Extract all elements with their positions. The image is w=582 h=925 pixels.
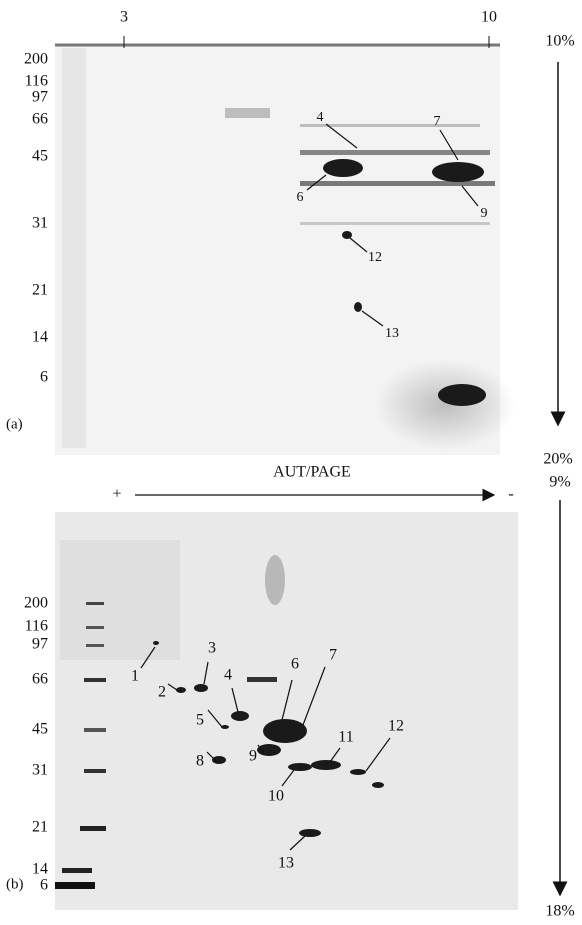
spot-label: 7	[329, 647, 337, 664]
mw-label: 45	[32, 148, 48, 165]
mw-label: 116	[25, 73, 48, 90]
spot-label: 2	[158, 684, 166, 701]
direction-minus: -	[508, 486, 513, 503]
spot-label: 13	[385, 326, 399, 341]
spot-label: 7	[434, 114, 441, 129]
mw-label: 6	[40, 369, 48, 386]
spot-label: 4	[317, 110, 324, 125]
mw-label: 31	[32, 762, 48, 779]
spot-label: 8	[196, 753, 204, 770]
mw-label: 97	[32, 636, 48, 653]
spot-label: 11	[338, 729, 353, 746]
direction-plus: +	[112, 486, 121, 503]
panel-label: (a)	[6, 416, 23, 432]
spot-label: 12	[388, 718, 404, 735]
spot-label: 12	[368, 250, 382, 265]
mw-label: 14	[32, 329, 48, 346]
gradient-label: 9%	[549, 474, 570, 491]
mw-label: 97	[32, 89, 48, 106]
ph-label: 3	[120, 9, 128, 26]
spot-label: 6	[291, 656, 299, 673]
ph-label: 10	[481, 9, 497, 26]
spot-label: 5	[196, 712, 204, 729]
gel-b	[55, 488, 568, 910]
mw-label: 6	[40, 877, 48, 894]
direction-title: AUT/PAGE	[273, 464, 351, 481]
spot-label: 3	[208, 640, 216, 657]
spot-label: 1	[131, 668, 139, 685]
mw-label: 200	[24, 595, 48, 612]
spot-label: 9	[249, 748, 257, 765]
spot-label: 10	[268, 788, 284, 805]
gradient-label: 18%	[545, 903, 574, 920]
spot-label: 6	[297, 190, 304, 205]
spot-label: 9	[481, 206, 488, 221]
mw-label: 116	[25, 618, 48, 635]
mw-label: 45	[32, 721, 48, 738]
mw-label: 66	[32, 111, 48, 128]
gel-a	[55, 36, 566, 455]
mw-label: 31	[32, 215, 48, 232]
panel-label: (b)	[6, 876, 24, 892]
mw-label: 200	[24, 51, 48, 68]
mw-label: 21	[32, 819, 48, 836]
mw-label: 66	[32, 671, 48, 688]
mw-label: 14	[32, 861, 48, 878]
spot-label: 4	[224, 667, 232, 684]
gradient-label: 10%	[545, 33, 574, 50]
spot-label: 13	[278, 855, 294, 872]
mw-label: 21	[32, 282, 48, 299]
gradient-label: 20%	[543, 451, 572, 468]
